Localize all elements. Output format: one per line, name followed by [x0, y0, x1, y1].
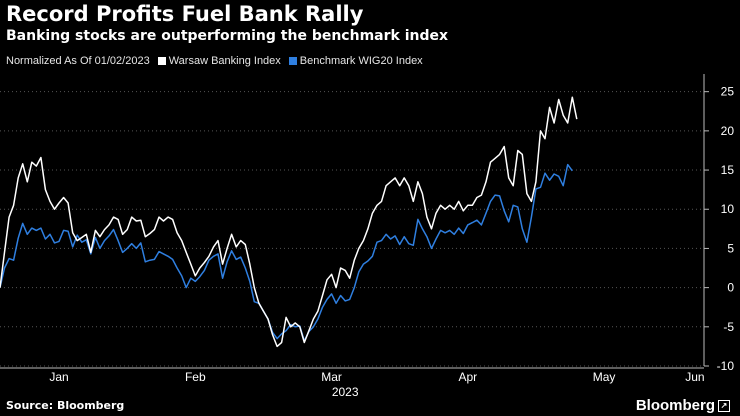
y-tick-label: 25 — [721, 85, 735, 99]
x-tick-label: Mar — [321, 370, 342, 384]
legend-swatch-banking — [157, 57, 166, 65]
brand-name: Bloomberg — [635, 397, 715, 414]
y-tick-label: 5 — [727, 241, 734, 255]
legend-item-banking: Warsaw Banking Index — [157, 55, 281, 67]
x-tick-label: Jan — [49, 370, 68, 384]
y-tick-label: -10 — [717, 359, 735, 373]
x-tick-label: May — [593, 370, 616, 384]
legend: Normalized As Of 01/02/2023 Warsaw Banki… — [6, 55, 431, 67]
legend-label-banking: Warsaw Banking Index — [168, 55, 281, 67]
series-line-wig20 — [0, 163, 573, 342]
y-tick-label: 15 — [721, 163, 735, 177]
x-axis-label: 2023 — [332, 385, 359, 399]
y-tick-label: 10 — [721, 202, 735, 216]
y-tick-label: 20 — [721, 124, 735, 138]
bloomberg-logo: Bloomberg ↗ — [636, 397, 730, 414]
chart-subtitle: Banking stocks are outperforming the ben… — [6, 28, 449, 44]
x-tick-label: Jun — [685, 370, 704, 384]
legend-swatch-wig20 — [288, 57, 297, 65]
bloomberg-icon: ↗ — [718, 399, 730, 412]
x-tick-label: Feb — [185, 370, 206, 384]
x-tick-label: Apr — [458, 370, 477, 384]
legend-label-wig20: Benchmark WIG20 Index — [299, 55, 423, 67]
y-tick-label: 0 — [727, 281, 734, 295]
y-tick-label: -5 — [723, 320, 734, 334]
series-line-banking — [0, 96, 578, 348]
source-note: Source: Bloomberg — [6, 399, 125, 412]
legend-item-wig20: Benchmark WIG20 Index — [288, 55, 423, 67]
normalization-note: Normalized As Of 01/02/2023 — [6, 55, 150, 67]
chart-title: Record Profits Fuel Bank Rally — [6, 2, 364, 26]
